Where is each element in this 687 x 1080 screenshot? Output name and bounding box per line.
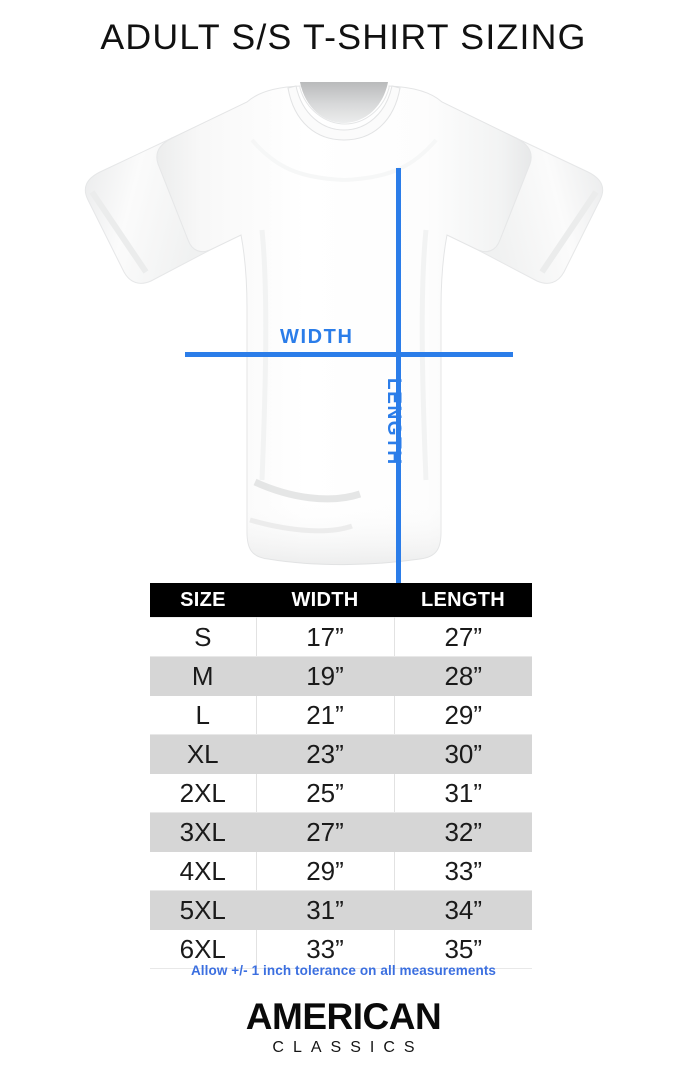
cell-width: 31” xyxy=(256,890,395,930)
shirt-crease-right xyxy=(419,229,429,481)
brand-name-secondary: CLASSICS xyxy=(272,1039,424,1056)
cell-length: 31” xyxy=(394,773,532,813)
table-row: L 21” 29” xyxy=(150,695,532,735)
table-row: 5XL 31” 34” xyxy=(150,890,532,930)
cell-length: 27” xyxy=(394,617,532,657)
cell-width: 29” xyxy=(256,851,395,891)
cell-width: 21” xyxy=(256,695,395,735)
cell-length: 33” xyxy=(394,851,532,891)
cell-width: 17” xyxy=(256,617,395,657)
table-row: 6XL 33” 35” xyxy=(150,929,532,969)
cell-width: 23” xyxy=(256,734,395,774)
shirt-body xyxy=(156,85,532,566)
table-row: 3XL 27” 32” xyxy=(150,812,532,852)
shirt-crease-left xyxy=(259,229,269,481)
shirt-shoulder-seam-left xyxy=(250,138,345,182)
brand-name-primary: AMERICAN xyxy=(245,996,442,1037)
table-row: 2XL 25” 31” xyxy=(150,773,532,813)
size-table-head: SIZE WIDTH LENGTH xyxy=(150,583,532,618)
shirt-collar-opening xyxy=(300,82,388,123)
size-chart-table: SIZE WIDTH LENGTH S 17” 27” M 19” 28” L … xyxy=(150,583,532,969)
cell-size: M xyxy=(150,656,257,696)
cell-size: 4XL xyxy=(150,851,257,891)
table-row: M 19” 28” xyxy=(150,656,532,696)
cell-size: 5XL xyxy=(150,890,257,930)
width-guide-line xyxy=(185,352,513,357)
shirt-collar-rib xyxy=(287,85,401,141)
size-table-container: SIZE WIDTH LENGTH S 17” 27” M 19” 28” L … xyxy=(150,583,532,969)
shirt-hem-line xyxy=(249,517,353,534)
shirt-hem-shadow xyxy=(247,500,441,565)
cell-length: 30” xyxy=(394,734,532,774)
size-table-body: S 17” 27” M 19” 28” L 21” 29” XL 23” 30”… xyxy=(150,617,532,969)
length-guide-line xyxy=(396,168,401,646)
cell-size: XL xyxy=(150,734,257,774)
length-label: LENGTH xyxy=(383,378,404,466)
cell-size: L xyxy=(150,695,257,735)
cell-size: 3XL xyxy=(150,812,257,852)
column-header-length: LENGTH xyxy=(394,583,532,618)
shirt-sleeve-left-cuff xyxy=(89,190,149,274)
cell-length: 29” xyxy=(394,695,532,735)
cell-width: 19” xyxy=(256,656,395,696)
shirt-diagram: WIDTH LENGTH xyxy=(0,80,687,646)
tolerance-note: Allow +/- 1 inch tolerance on all measur… xyxy=(190,963,497,978)
cell-length: 28” xyxy=(394,656,532,696)
cell-width: 33” xyxy=(256,929,395,969)
width-label: WIDTH xyxy=(280,326,354,348)
table-row: S 17” 27” xyxy=(150,617,532,657)
cell-length: 35” xyxy=(394,929,532,969)
table-header-row: SIZE WIDTH LENGTH xyxy=(150,583,532,618)
tshirt-illustration xyxy=(84,82,604,566)
table-row: 4XL 29” 33” xyxy=(150,851,532,891)
shirt-sleeve-left xyxy=(84,137,211,284)
column-header-size: SIZE xyxy=(150,583,256,618)
shirt-sleeve-right xyxy=(477,137,604,284)
shirt-hem-fold xyxy=(253,478,362,503)
cell-size: S xyxy=(150,617,257,657)
cell-size: 2XL xyxy=(150,773,257,813)
table-row: XL 23” 30” xyxy=(150,734,532,774)
page-title: ADULT S/S T-SHIRT SIZING xyxy=(100,18,587,57)
cell-size: 6XL xyxy=(150,929,257,969)
column-header-width: WIDTH xyxy=(256,583,394,618)
cell-width: 25” xyxy=(256,773,395,813)
cell-length: 34” xyxy=(394,890,532,930)
shirt-sleeve-right-cuff xyxy=(539,190,599,274)
cell-width: 27” xyxy=(256,812,395,852)
cell-length: 32” xyxy=(394,812,532,852)
